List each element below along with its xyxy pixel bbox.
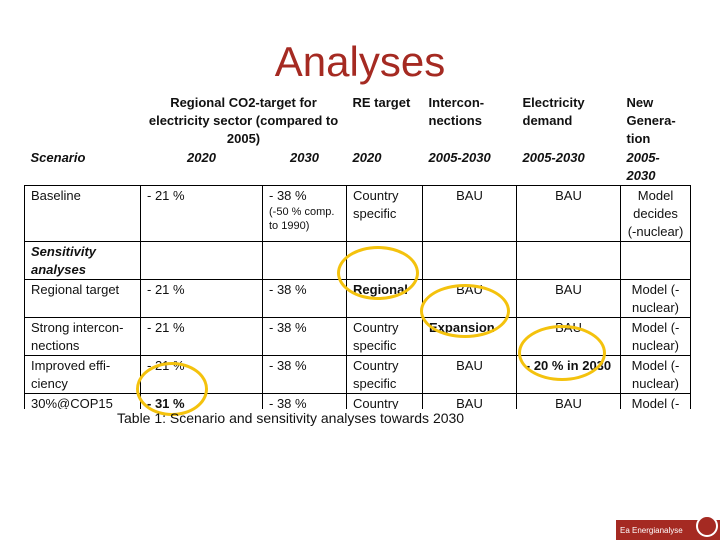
- cell-inter: BAU: [422, 355, 518, 394]
- highlight-circle-regional: [337, 246, 419, 300]
- cell-inter: BAU: [422, 185, 518, 242]
- header-co2: Regional CO2-target for electricity sect…: [148, 95, 339, 146]
- cell-newgen: Model (-nuclear): [620, 393, 692, 409]
- cell-2030: - 38 %: [261, 393, 348, 409]
- cell-2020: - 21 %: [140, 185, 263, 242]
- header-newgen: New Genera-tion: [626, 95, 676, 146]
- header-2030: 2030: [262, 148, 347, 186]
- cell-2020: - 21 %: [140, 317, 263, 356]
- highlight-circle-expansion: [420, 284, 510, 338]
- footer-bar: [616, 520, 720, 540]
- cell-2030-note: (-50 % comp. to 1990): [269, 206, 335, 232]
- header-interconnections: Intercon-nections: [428, 95, 485, 128]
- cell-inter: BAU: [422, 393, 518, 409]
- cell-newgen: Model (-nuclear): [620, 355, 692, 394]
- cell-demand: BAU: [516, 393, 622, 409]
- cell-2020: - 21 %: [140, 279, 263, 318]
- highlight-circle-demand: [518, 325, 606, 381]
- table-row: Regional target - 21 % - 38 % Regional B…: [24, 279, 692, 318]
- header-re: RE target: [352, 95, 411, 110]
- highlight-circle-cop15: [136, 362, 208, 416]
- row-label: Regional target: [24, 279, 141, 318]
- header-demand: Electricity demand: [522, 95, 585, 128]
- table-row-baseline: Baseline - 21 % - 38 % (-50 % comp. to 1…: [24, 185, 692, 242]
- sensitivity-label: Sensitivity analyses: [24, 241, 141, 280]
- header-scenario: Scenario: [24, 148, 141, 186]
- footer-brand: Ea Energianalyse: [620, 526, 683, 535]
- cell-2030: - 38 %: [261, 317, 348, 356]
- row-label: Strong intercon-nections: [24, 317, 141, 356]
- cell-2030-value: - 38 %: [269, 188, 307, 203]
- cell-demand: BAU: [516, 279, 622, 318]
- cell-re: Country specific: [346, 393, 424, 409]
- header-sub-row: Scenario 2020 2030 2020 2005-2030 2005-2…: [24, 148, 691, 186]
- header-newgen-period: 2005-2030: [620, 148, 691, 186]
- table-row: Improved effi-ciency - 21 % - 38 % Count…: [24, 355, 692, 394]
- cell-demand: BAU: [516, 185, 622, 242]
- row-label: 30%@COP15: [24, 393, 141, 409]
- row-label: Baseline: [24, 185, 141, 242]
- header-2020: 2020: [140, 148, 263, 186]
- slide-title: Analyses: [274, 38, 446, 85]
- cell-2030: - 38 %: [261, 355, 348, 394]
- scenario-table-image: Regional CO2-target for electricity sect…: [24, 93, 692, 409]
- cell-newgen: Model (-nuclear): [620, 317, 692, 356]
- scenario-table: Regional CO2-target for electricity sect…: [24, 93, 692, 409]
- row-label: Improved effi-ciency: [24, 355, 141, 394]
- cell-re: Country specific: [346, 355, 424, 394]
- header-inter-period: 2005-2030: [422, 148, 517, 186]
- cell-2030: - 38 % (-50 % comp. to 1990): [261, 185, 348, 242]
- cell-newgen: Model (-nuclear): [620, 279, 692, 318]
- table-caption: Table 1: Scenario and sensitivity analys…: [117, 410, 465, 426]
- table-row: 30%@COP15 - 31 % - 38 % Country specific…: [24, 393, 692, 409]
- cell-re: Country specific: [346, 317, 424, 356]
- cell-2030: - 38 %: [261, 279, 348, 318]
- brand-logo-icon: [696, 515, 718, 537]
- cell-re: Country specific: [346, 185, 424, 242]
- header-demand-period: 2005-2030: [516, 148, 621, 186]
- cell-newgen: Model decides (-nuclear): [620, 185, 692, 242]
- header-re-2020: 2020: [346, 148, 423, 186]
- header-group-row: Regional CO2-target for electricity sect…: [25, 93, 691, 148]
